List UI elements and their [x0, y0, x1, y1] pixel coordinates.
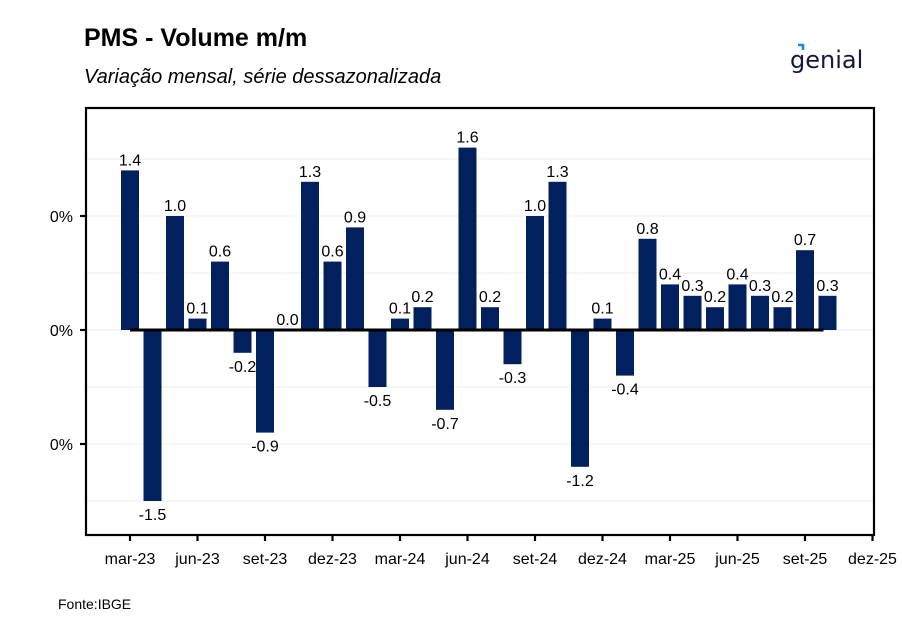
- bar-label: 0.0: [276, 312, 298, 329]
- bar-set-23: [256, 330, 274, 433]
- bar-jul-25: [751, 295, 769, 330]
- bar-label: 0.3: [816, 278, 838, 295]
- bar-nov-24: [571, 330, 589, 467]
- x-tick-label: dez-23: [308, 551, 357, 568]
- bar-label: 0.3: [749, 278, 771, 295]
- bar-jan-24: [346, 227, 364, 330]
- bar-ago-24: [503, 330, 522, 365]
- bar-fev-25: [638, 238, 657, 330]
- bar-ago-25: [773, 307, 792, 330]
- bar-label: 0.6: [209, 244, 231, 261]
- bar-label: -0.2: [229, 359, 257, 376]
- x-tick-label: jun-24: [444, 551, 490, 568]
- bar-label: -0.7: [431, 416, 459, 433]
- bar-label: -0.5: [364, 393, 392, 410]
- x-tick-label: jun-25: [714, 551, 760, 568]
- bar-label: -0.4: [611, 382, 639, 399]
- bar-jun-25: [728, 284, 747, 330]
- bar-label: 0.6: [321, 244, 343, 261]
- bar-label: 0.4: [726, 266, 748, 283]
- y-tick-label: 0%: [50, 437, 73, 454]
- bar-fev-24: [368, 330, 387, 387]
- bar-mar-25: [661, 284, 679, 330]
- x-tick-label: set-25: [783, 551, 828, 568]
- bar-label: 1.0: [164, 198, 186, 215]
- y-tick-label: 0%: [50, 209, 73, 226]
- chart-subtitle: Variação mensal, série dessazonalizada: [84, 66, 442, 88]
- bar-dez-24: [593, 318, 612, 330]
- bar-label: 0.3: [681, 278, 703, 295]
- bar-mai-25: [706, 307, 724, 330]
- bar-label: -1.5: [139, 507, 167, 524]
- bar-label: 0.7: [794, 232, 816, 249]
- bar-abr-24: [413, 307, 432, 330]
- bar-mar-23: [121, 170, 139, 330]
- y-axis: 0% 0% 0%: [50, 209, 86, 454]
- bar-jan-25: [616, 330, 634, 376]
- bar-label: 1.6: [456, 130, 478, 147]
- genial-logo: genial: [790, 43, 863, 74]
- bar-label: 0.4: [659, 266, 681, 283]
- logo-text: genial: [790, 46, 863, 74]
- bars: [121, 147, 837, 501]
- bar-jun-23: [188, 318, 207, 330]
- bar-mai-23: [166, 216, 184, 330]
- bar-mar-24: [391, 318, 409, 330]
- bar-label: 1.3: [546, 164, 568, 181]
- logo-accent-icon: [798, 43, 805, 50]
- x-tick-label: set-23: [243, 551, 288, 568]
- bar-label: 0.2: [771, 289, 793, 306]
- bar-label: 0.2: [704, 289, 726, 306]
- bar-jul-24: [481, 307, 499, 330]
- bar-set-25: [796, 250, 814, 330]
- x-tick-label: dez-25: [848, 551, 897, 568]
- bar-ago-23: [233, 330, 252, 353]
- bar-set-24: [526, 216, 544, 330]
- bar-abr-25: [683, 295, 702, 330]
- x-tick-label: mar-24: [375, 551, 426, 568]
- bar-label: 0.8: [636, 221, 658, 238]
- bar-jul-23: [211, 261, 229, 330]
- source-note: Fonte:IBGE: [58, 596, 132, 612]
- bar-label: 1.3: [299, 164, 321, 181]
- bar-out-24: [548, 181, 567, 330]
- bar-label: -0.9: [251, 439, 279, 456]
- bar-label: 0.1: [186, 301, 208, 318]
- bar-labels: 1.4 -1.5 1.0 0.1 0.6 -0.2 -0.9 0.0 1.3 0.6 0.9 -0.5…: [119, 130, 839, 524]
- x-tick-label: mar-25: [645, 551, 696, 568]
- bar-dez-23: [323, 261, 342, 330]
- x-axis: mar-23 jun-23 set-23 dez-23 mar-24 jun-24 set-…: [105, 535, 897, 568]
- bar-label: 1.0: [524, 198, 546, 215]
- x-tick-label: dez-24: [578, 551, 627, 568]
- bar-label: 0.1: [389, 301, 411, 318]
- bar-label: 0.1: [591, 301, 613, 318]
- chart-title: PMS - Volume m/m: [84, 24, 308, 52]
- y-tick-label: 0%: [50, 323, 73, 340]
- bar-nov-23: [301, 181, 319, 330]
- x-tick-label: mar-23: [105, 551, 156, 568]
- bar-label: -1.2: [566, 473, 594, 490]
- bar-out-25: [818, 295, 837, 330]
- bar-label: 0.2: [411, 289, 433, 306]
- bar-label: 1.4: [119, 152, 141, 169]
- bar-label: 0.9: [344, 209, 366, 226]
- x-tick-label: jun-23: [174, 551, 220, 568]
- bar-jun-24: [458, 147, 477, 330]
- bar-label: 0.2: [479, 289, 501, 306]
- bar-label: -0.3: [499, 370, 527, 387]
- x-tick-label: set-24: [513, 551, 558, 568]
- bar-abr-23: [143, 330, 162, 501]
- plot-frame: [84, 106, 876, 537]
- bar-mai-24: [436, 330, 454, 410]
